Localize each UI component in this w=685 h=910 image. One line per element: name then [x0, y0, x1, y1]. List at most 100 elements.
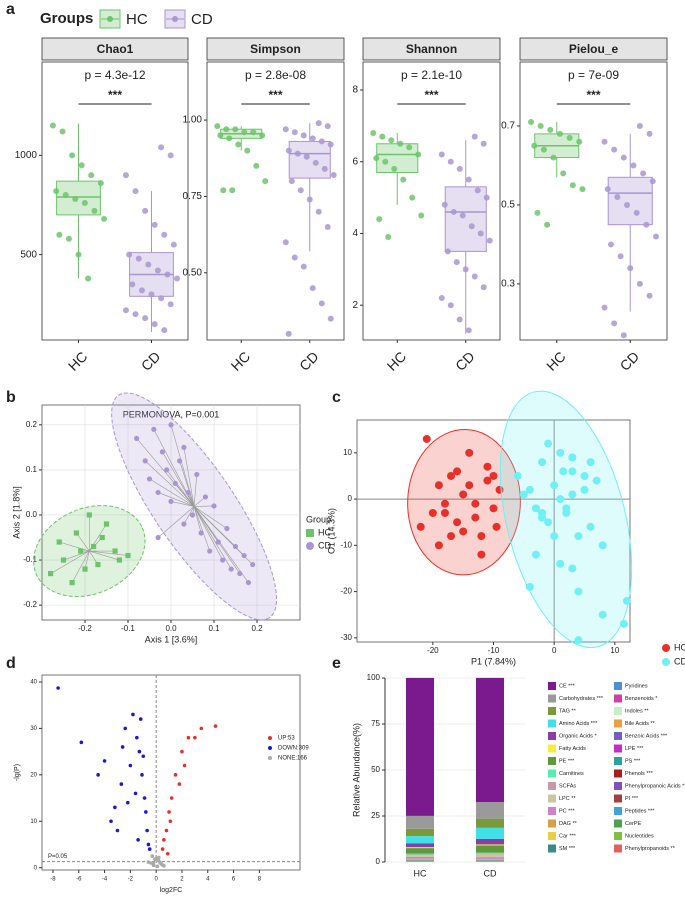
- data-point: [531, 550, 540, 559]
- legend-key: [548, 782, 556, 790]
- panel-label: d: [6, 655, 16, 672]
- data-point: [477, 532, 486, 541]
- data-point: [101, 215, 108, 222]
- data-point: [538, 508, 547, 517]
- legend-label: Benzenoids *: [625, 696, 658, 702]
- data-point: [649, 178, 656, 185]
- bar-segment: [476, 838, 504, 845]
- spoke: [63, 550, 90, 561]
- data-point: [158, 860, 162, 865]
- data-point: [604, 186, 611, 193]
- y-axis-label: -lg(P): [14, 764, 21, 781]
- data-point: [324, 123, 331, 130]
- legend-key: [548, 844, 556, 853]
- data-point: [492, 522, 501, 531]
- data-point: [151, 221, 158, 228]
- data-point: [168, 498, 174, 505]
- data-point: [459, 490, 468, 499]
- spoke: [170, 501, 195, 507]
- legend-key: [614, 707, 622, 715]
- data-point: [456, 165, 463, 172]
- data-point: [133, 791, 138, 796]
- bar-segment: [476, 844, 504, 846]
- data-point: [73, 530, 79, 536]
- legend-key: [548, 682, 556, 690]
- data-point: [300, 263, 307, 270]
- facet-title: Shannon: [406, 42, 457, 56]
- data-point: [566, 134, 573, 141]
- data-point: [547, 126, 554, 133]
- data-point: [617, 253, 624, 260]
- legend-key: [614, 744, 622, 753]
- data-point: [116, 557, 122, 563]
- data-point: [85, 275, 92, 282]
- spoke: [193, 506, 249, 583]
- data-point: [180, 749, 184, 754]
- legend-key: [268, 746, 272, 750]
- spoke: [89, 550, 120, 561]
- legend-label: Amino Acids ***: [559, 721, 598, 727]
- data-point: [162, 838, 166, 842]
- x-tick-label: CD: [484, 868, 497, 878]
- data-point: [592, 476, 601, 485]
- data-point: [162, 864, 166, 868]
- data-point: [453, 467, 462, 476]
- data-point: [534, 209, 541, 216]
- data-point: [173, 773, 178, 777]
- legend-key: [548, 819, 556, 828]
- plot-frame: [362, 61, 501, 341]
- y-tick-label: 75: [371, 719, 380, 728]
- legend-label: LPC **: [559, 796, 576, 802]
- data-point: [382, 158, 389, 165]
- data-point: [468, 223, 475, 230]
- legend-label: HC: [318, 527, 331, 537]
- legend-label: Indoles **: [625, 708, 649, 714]
- box: [607, 176, 653, 226]
- data-point: [556, 495, 565, 504]
- data-point: [113, 805, 117, 810]
- data-point: [164, 271, 171, 278]
- data-point: [174, 275, 181, 282]
- legend-key: [548, 807, 556, 815]
- data-point: [202, 494, 208, 500]
- data-point: [636, 280, 643, 287]
- data-point: [422, 434, 431, 443]
- p-value: p = 2.8e-08: [245, 68, 306, 82]
- data-point: [471, 513, 480, 522]
- data-point: [291, 254, 298, 261]
- significance: ***: [108, 88, 122, 102]
- p-value: p = 2.1e-10: [401, 68, 462, 82]
- legend-key: [107, 16, 113, 22]
- y-tick-label: 0.3: [501, 279, 515, 290]
- data-point: [306, 196, 313, 203]
- data-point: [568, 453, 577, 462]
- y-tick-label: -10: [340, 540, 352, 549]
- legend-key: [662, 658, 670, 666]
- x-tick-label: 0.2: [251, 624, 263, 633]
- data-point: [453, 518, 462, 527]
- data-point: [601, 138, 608, 145]
- legend-label: CD: [674, 656, 685, 666]
- spoke: [193, 506, 223, 561]
- data-point: [409, 194, 416, 201]
- data-point: [447, 532, 456, 541]
- data-point: [400, 176, 407, 183]
- data-point: [324, 223, 331, 230]
- legend-key: [268, 756, 272, 760]
- data-point: [147, 847, 152, 851]
- y-tick-label: -0.2: [23, 600, 37, 609]
- legend-key: [548, 832, 556, 840]
- data-point: [81, 199, 88, 206]
- legend-label: Organic Acids *: [559, 733, 597, 739]
- x-tick-label: HC: [65, 348, 91, 374]
- data-point: [315, 120, 322, 127]
- data-point: [447, 158, 454, 165]
- legend-label: CD: [191, 11, 213, 28]
- data-point: [237, 570, 243, 577]
- legend-key: [662, 644, 670, 652]
- data-point: [441, 201, 448, 208]
- bar-segment: [476, 852, 504, 854]
- legend-key: [614, 682, 622, 690]
- data-point: [569, 182, 576, 189]
